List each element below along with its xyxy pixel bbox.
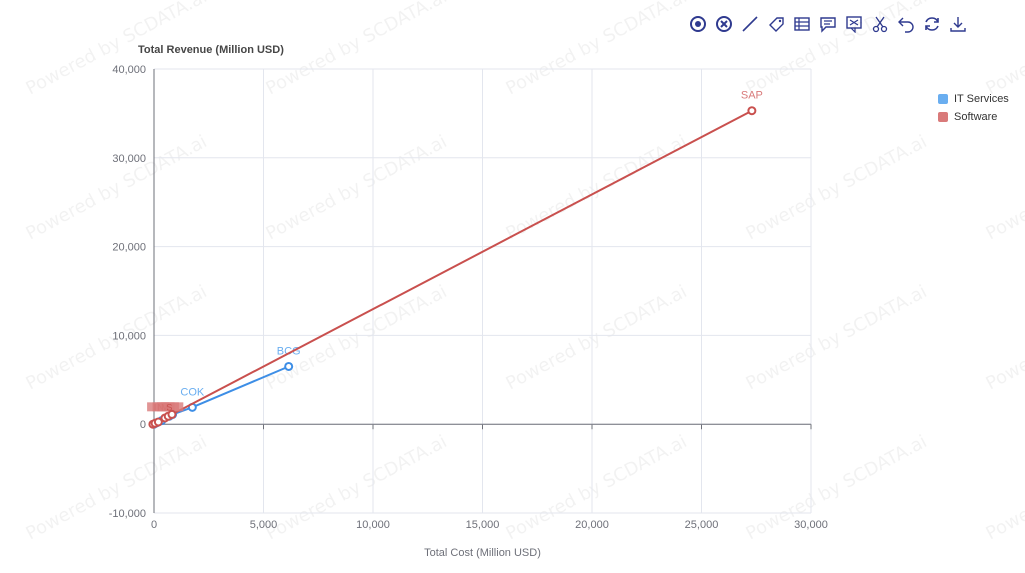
point-label: BCG <box>277 345 301 357</box>
y-tick-label: 40,000 <box>112 64 146 76</box>
clear-selection-icon[interactable] <box>714 14 734 34</box>
tag-icon[interactable] <box>766 14 786 34</box>
watermark-text: Powered by SCDATA.ai <box>502 0 690 99</box>
refresh-icon[interactable] <box>922 14 942 34</box>
legend-item-0[interactable]: IT Services <box>938 90 1009 108</box>
watermark-text: Powered by SCDATA.ai <box>262 281 450 394</box>
legend-swatch <box>938 112 948 122</box>
data-point <box>153 417 163 427</box>
data-point <box>747 106 757 116</box>
y-tick-label: -10,000 <box>109 508 146 520</box>
watermark-text: Powered by SCDATA.ai <box>742 431 930 544</box>
watermark-text: Powered by SCDATA.ai <box>982 131 1025 244</box>
watermark-text: Powered by SCDATA.ai <box>742 281 930 394</box>
data-point <box>167 409 177 419</box>
comment-icon[interactable] <box>818 14 838 34</box>
watermark-text: Powered by SCDATA.ai <box>262 0 450 99</box>
undo-icon[interactable] <box>896 14 916 34</box>
legend-label: Software <box>954 111 998 123</box>
x-tick-label: 25,000 <box>685 519 719 531</box>
y-axis-title: Total Revenue (Million USD) <box>138 44 284 56</box>
x-tick-label: 10,000 <box>356 519 390 531</box>
y-tick-label: 30,000 <box>112 153 146 165</box>
x-tick-label: 15,000 <box>466 519 500 531</box>
y-tick-label: 0 <box>140 419 146 431</box>
point-label: SAP <box>741 90 763 102</box>
watermark-text: Powered by SCDATA.ai <box>982 0 1025 99</box>
select-all-icon[interactable] <box>688 14 708 34</box>
x-tick-label: 5,000 <box>250 519 278 531</box>
data-point <box>284 361 294 371</box>
crowded-label-box <box>161 402 184 412</box>
x-tick-label: 30,000 <box>794 519 828 531</box>
legend-item-1[interactable]: Software <box>938 108 1009 126</box>
x-tick-label: 0 <box>151 519 157 531</box>
point-label: S <box>166 402 172 412</box>
watermark-text: Powered by SCDATA.ai <box>22 131 210 244</box>
screenshot-icon[interactable] <box>844 14 864 34</box>
line-tool-icon[interactable] <box>740 14 760 34</box>
y-tick-label: 10,000 <box>112 330 146 342</box>
x-tick-label: 20,000 <box>575 519 609 531</box>
toolbox <box>688 14 968 34</box>
legend: IT Services Software <box>938 90 1009 126</box>
watermark-text: Powered by SCDATA.ai <box>262 131 450 244</box>
watermark-text: Powered by SCDATA.ai <box>742 0 930 99</box>
x-axis-title: Total Cost (Million USD) <box>424 547 541 559</box>
legend-swatch <box>938 94 948 104</box>
point-label: COK <box>180 386 205 398</box>
y-tick-label: 20,000 <box>112 242 146 254</box>
legend-label: IT Services <box>954 93 1009 105</box>
cut-icon[interactable] <box>870 14 890 34</box>
watermark-text: Powered by SCDATA.ai <box>22 431 210 544</box>
watermark-text: Powered by SCDATA.ai <box>502 281 690 394</box>
data-view-icon[interactable] <box>792 14 812 34</box>
watermark-text: Powered by SCDATA.ai <box>982 431 1025 544</box>
watermark-text: Powered by SCDATA.ai <box>982 281 1025 394</box>
watermark-text: Powered by SCDATA.ai <box>742 131 930 244</box>
download-icon[interactable] <box>948 14 968 34</box>
